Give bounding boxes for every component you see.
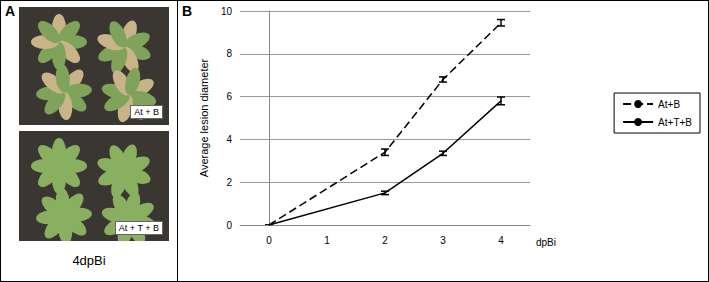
- svg-text:8: 8: [226, 48, 232, 59]
- svg-text:1: 1: [324, 235, 330, 246]
- svg-text:3: 3: [440, 235, 446, 246]
- svg-text:0: 0: [226, 220, 232, 231]
- html-text:At + B: At + B: [134, 107, 159, 117]
- html-text:A: A: [5, 3, 16, 19]
- svg-text:Average lesion diameter: Average lesion diameter: [198, 58, 210, 177]
- svg-text:dpBi: dpBi: [536, 237, 556, 248]
- svg-text:2: 2: [226, 177, 232, 188]
- html-text:B: B: [182, 3, 193, 19]
- html-text:4dpBi: 4dpBi: [72, 253, 106, 268]
- svg-text:At+T+B: At+T+B: [658, 117, 692, 128]
- svg-text:6: 6: [226, 91, 232, 102]
- svg-text:0: 0: [266, 235, 272, 246]
- svg-text:2: 2: [382, 235, 388, 246]
- html-text:At + T + B: At + T + B: [118, 223, 159, 233]
- svg-text:4: 4: [226, 134, 232, 145]
- svg-text:4: 4: [498, 235, 504, 246]
- svg-text:10: 10: [221, 6, 233, 17]
- svg-text:At+B: At+B: [658, 99, 680, 110]
